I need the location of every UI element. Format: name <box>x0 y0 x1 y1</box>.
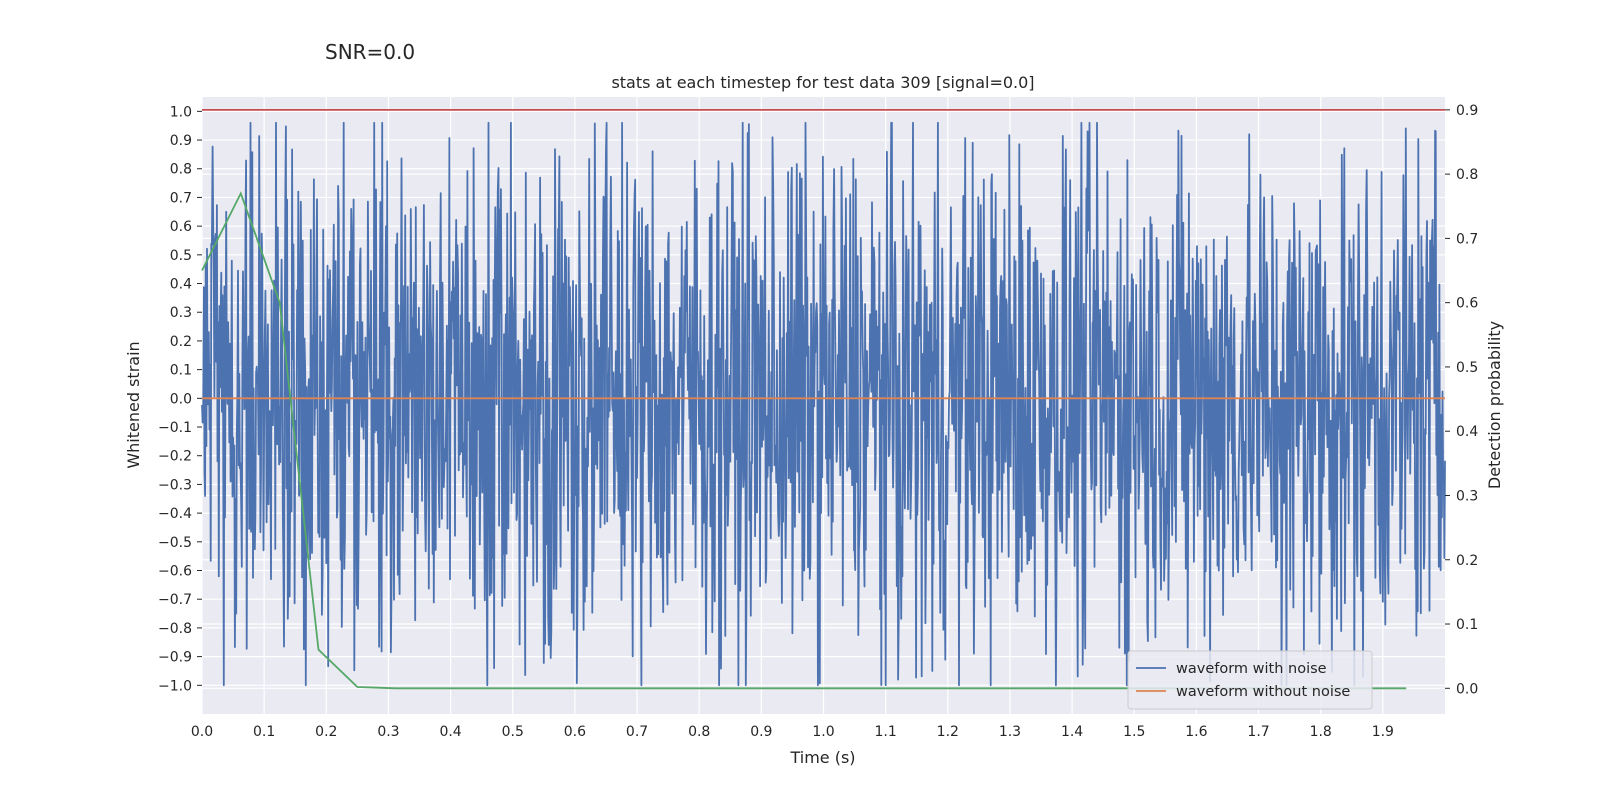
y2-tick-label: 0.6 <box>1456 296 1478 312</box>
y-tick-label: −0.7 <box>158 592 192 608</box>
y2-tick-label: 0.7 <box>1456 231 1478 247</box>
y-tick-label: 0.7 <box>170 190 192 206</box>
suptitle: SNR=0.0 <box>325 40 416 64</box>
y-tick-label: −0.8 <box>158 621 192 637</box>
x-tick-label: 1.4 <box>1061 724 1083 740</box>
x-tick-label: 0.7 <box>626 724 648 740</box>
x-tick-label: 1.3 <box>999 724 1021 740</box>
chart-title: stats at each timestep for test data 309… <box>611 73 1034 92</box>
y2-tick-label: 0.2 <box>1456 553 1478 569</box>
y2-tick-label: 0.4 <box>1456 424 1478 440</box>
y-tick-label: 0.9 <box>170 133 192 149</box>
ticks: 0.0 0.1 0.2 0.3 0.4 0.5 0.6 0.7 0.8 0.9 1.0 1.1 1.2 1… <box>158 103 1478 740</box>
legend-label: waveform with noise <box>1176 661 1327 677</box>
y-tick-label: −0.4 <box>158 506 192 522</box>
y-tick-label: 0.1 <box>170 363 192 379</box>
x-tick-label: 1.1 <box>875 724 897 740</box>
legend-label: waveform without noise <box>1176 684 1350 700</box>
y-tick-label: 0.2 <box>170 334 192 350</box>
y2-tick-label: 0.3 <box>1456 488 1478 504</box>
x-tick-label: 0.5 <box>502 724 524 740</box>
y-tick-label: 0.0 <box>170 391 192 407</box>
x-tick-label: 0.6 <box>564 724 586 740</box>
x-tick-label: 0.4 <box>439 724 461 740</box>
y-tick-label: −0.5 <box>158 535 192 551</box>
y2-tick-label: 0.8 <box>1456 167 1478 183</box>
y2-tick-label: 0.5 <box>1456 360 1478 376</box>
x-tick-label: 1.0 <box>812 724 834 740</box>
x-tick-label: 1.9 <box>1372 724 1394 740</box>
y-tick-label: −0.1 <box>158 420 192 436</box>
x-tick-label: 0.0 <box>191 724 213 740</box>
y-tick-label: 0.3 <box>170 305 192 321</box>
y-tick-label: 0.6 <box>170 219 192 235</box>
y2-tick-label: 0.1 <box>1456 617 1478 633</box>
y-tick-label: −0.3 <box>158 477 192 493</box>
x-tick-label: 1.7 <box>1247 724 1269 740</box>
x-tick-label: 0.1 <box>253 724 275 740</box>
legend-box <box>1127 650 1373 710</box>
x-tick-label: 0.8 <box>688 724 710 740</box>
y-tick-label: 1.0 <box>170 104 192 120</box>
x-tick-label: 0.2 <box>315 724 337 740</box>
y-tick-label: −1.0 <box>158 678 192 694</box>
y-tick-label: −0.6 <box>158 564 192 580</box>
y-axis-label: Whitened strain <box>124 341 143 468</box>
x-tick-label: 1.5 <box>1123 724 1145 740</box>
y2-tick-label: 0.0 <box>1456 681 1478 697</box>
x-tick-label: 0.9 <box>750 724 772 740</box>
y-tick-label: −0.9 <box>158 650 192 666</box>
y-tick-label: −0.2 <box>158 449 192 465</box>
x-tick-label: 1.8 <box>1310 724 1332 740</box>
y-tick-label: 0.5 <box>170 248 192 264</box>
y-tick-label: 0.8 <box>170 162 192 178</box>
y-tick-label: 0.4 <box>170 277 192 293</box>
y2-axis-label: Detection probability <box>1485 321 1504 489</box>
x-tick-label: 1.6 <box>1185 724 1207 740</box>
y2-tick-label: 0.9 <box>1456 103 1478 119</box>
series-line-waveform-with-noise <box>201 121 1446 687</box>
x-tick-label: 1.2 <box>937 724 959 740</box>
x-axis-label: Time (s) <box>789 748 855 767</box>
x-tick-label: 0.3 <box>377 724 399 740</box>
legend: waveform with noise waveform without nois… <box>1127 650 1373 710</box>
